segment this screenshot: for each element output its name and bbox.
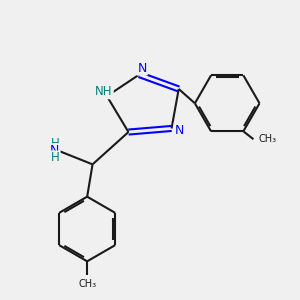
Text: N: N [137, 61, 147, 75]
Text: H: H [50, 152, 59, 164]
Text: CH₃: CH₃ [78, 279, 96, 289]
Text: H: H [50, 137, 59, 150]
Text: CH₃: CH₃ [259, 134, 277, 144]
Text: N: N [50, 144, 59, 157]
Text: NH: NH [95, 85, 113, 98]
Text: N: N [175, 124, 184, 137]
